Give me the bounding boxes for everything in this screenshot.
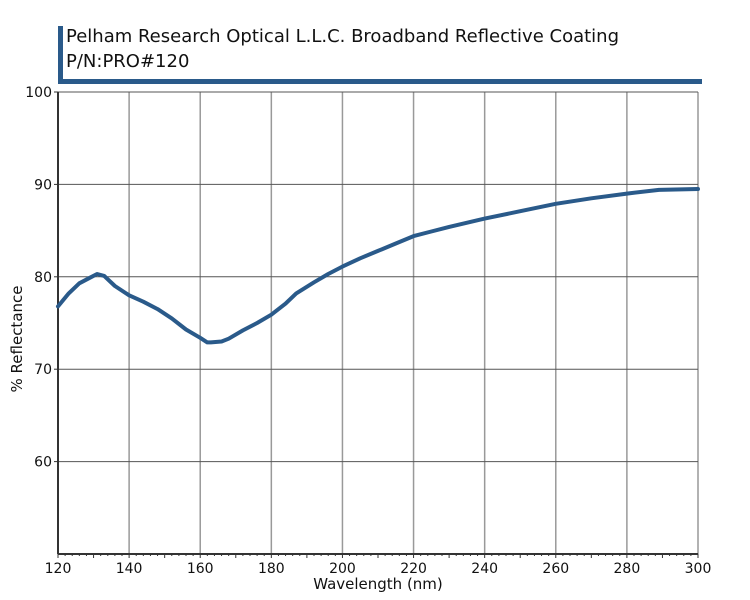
- x-tick-label: 180: [258, 561, 285, 577]
- x-tick-label: 220: [400, 561, 427, 577]
- title-accent-bar-horizontal: [58, 79, 702, 84]
- grid-lines: [58, 91, 699, 554]
- axes: [57, 92, 698, 555]
- x-tick-label: 200: [329, 561, 356, 577]
- y-tick-label: 70: [34, 362, 52, 378]
- y-tick-label: 80: [34, 270, 52, 286]
- y-axis-label: % Reflectance: [8, 286, 26, 393]
- y-tick-labels: 60 70 80 90 100: [25, 85, 52, 471]
- x-tick-label: 120: [45, 561, 72, 577]
- x-tick-label: 280: [614, 561, 641, 577]
- x-tick-label: 140: [116, 561, 143, 577]
- chart-subtitle: P/N:PRO#120: [66, 51, 190, 72]
- x-tick-labels: 120 140 160 180 200 220 240 260 280 300: [45, 561, 712, 577]
- x-axis-label: Wavelength (nm): [313, 575, 443, 593]
- chart-title-block: Pelham Research Optical L.L.C. Broadband…: [58, 24, 702, 84]
- y-tick-label: 100: [25, 85, 52, 101]
- x-tick-label: 160: [187, 561, 214, 577]
- title-accent-bar-vertical: [58, 26, 63, 82]
- series-group: [56, 187, 700, 345]
- x-tick-label: 300: [685, 561, 712, 577]
- y-tick-label: 90: [34, 177, 52, 193]
- series-line-0: [56, 187, 700, 345]
- chart-title: Pelham Research Optical L.L.C. Broadband…: [66, 26, 620, 47]
- minor-ticks: [54, 91, 699, 558]
- x-tick-label: 240: [471, 561, 498, 577]
- y-tick-label: 60: [34, 455, 52, 471]
- x-tick-label: 260: [542, 561, 569, 577]
